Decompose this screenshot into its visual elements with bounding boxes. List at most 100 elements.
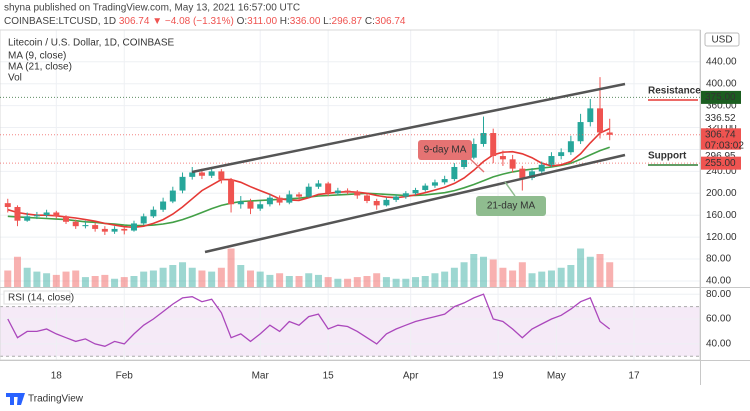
candle-body: [325, 183, 332, 194]
symbol: COINBASE:LTCUSD, 1D: [4, 16, 116, 27]
volume-bar: [111, 278, 119, 287]
legend-entry: MA (21, close): [8, 62, 72, 73]
change: 306.74 ▼ −4.08 (−1.31%): [119, 16, 234, 27]
candle-body: [198, 172, 205, 176]
volume-bar: [353, 277, 361, 287]
currency-box[interactable]: [704, 32, 740, 47]
volume-bar: [528, 273, 536, 287]
volume-bar: [295, 276, 303, 287]
candle-body: [179, 176, 186, 191]
ohlc-value: 336.00: [290, 16, 321, 27]
candle-body: [461, 157, 468, 167]
x-tick-label: 19: [492, 371, 504, 382]
x-tick-label: Feb: [116, 371, 134, 382]
volume-bar: [382, 277, 390, 287]
x-tick-label: Mar: [252, 371, 270, 382]
x-tick-label: 15: [323, 371, 335, 382]
candle-body: [548, 156, 555, 165]
candle-body: [82, 225, 89, 227]
ohlc-label: C:: [365, 16, 375, 27]
rsi-tick-label: 80.00: [706, 289, 731, 300]
currency[interactable]: USD: [711, 35, 732, 46]
candle-body: [160, 201, 167, 210]
candle-body: [189, 172, 196, 177]
volume-bar: [198, 270, 206, 287]
candle-body: [63, 216, 70, 222]
price-label: 255.00: [705, 158, 736, 169]
ohlc-value: 311.00: [247, 16, 277, 27]
volume-bar: [179, 262, 187, 287]
candle-body: [393, 196, 400, 200]
volume-bar: [4, 270, 12, 287]
rsi-band: [0, 306, 700, 357]
candle-body: [344, 190, 351, 192]
volume-bar: [237, 265, 245, 287]
x-tick-label: May: [547, 371, 566, 382]
volume-bar: [547, 270, 555, 287]
volume-bar: [363, 276, 371, 287]
candle-body: [499, 156, 506, 160]
price-label-box: [701, 156, 741, 170]
candle-body: [422, 185, 429, 191]
volume-bar: [567, 265, 575, 287]
candle-body: [567, 141, 574, 153]
y-tick-label: 120.00: [706, 232, 737, 243]
candle-body: [296, 194, 303, 197]
candle-body: [130, 223, 137, 231]
candle-body: [237, 201, 244, 205]
y-tick-label: 360.00: [706, 100, 737, 111]
candle-body: [577, 122, 584, 142]
volume-bar: [489, 259, 497, 287]
candle-body: [266, 197, 273, 205]
volume-bar: [217, 267, 225, 287]
volume-bar: [421, 276, 429, 287]
annotation-box: [476, 196, 546, 216]
volume-bar: [314, 274, 322, 287]
volume-bar: [499, 267, 507, 287]
chart-title: Litecoin / U.S. Dollar, 1D, COINBASE: [8, 38, 175, 49]
ma-line: [7, 127, 611, 229]
y-tick-label: 40.00: [706, 276, 731, 287]
logo-text: TradingView: [28, 394, 84, 405]
legend-entry: MA (9, close): [8, 51, 66, 62]
rsi-legend-box: [3, 290, 71, 305]
volume-bar: [169, 265, 177, 287]
y-tick-label: 200.00: [706, 188, 737, 199]
volume-bar: [450, 267, 458, 287]
labels: 40.0080.00120.00160.00200.00240.00280.00…: [51, 56, 745, 381]
volume-bar: [412, 277, 420, 287]
volume-bar: [479, 256, 487, 287]
volume-bar: [344, 278, 352, 287]
candle-body: [470, 143, 477, 158]
ohlc-label: O:: [237, 16, 248, 27]
annotation: Support: [648, 151, 687, 162]
volume-bar: [188, 267, 196, 287]
volume-bar: [266, 274, 274, 287]
volume-bar: [402, 278, 410, 287]
volume-bar: [43, 273, 51, 287]
volume-bar: [392, 278, 400, 287]
volume-bar: [62, 271, 70, 287]
rsi-line: [7, 293, 611, 347]
candle-body: [72, 221, 79, 227]
volume-bar: [334, 278, 342, 287]
candle-body: [519, 168, 526, 178]
volume-bar: [91, 276, 99, 287]
price-label: 306.74: [705, 129, 736, 140]
candle-body: [305, 186, 312, 197]
annotation-box: [418, 140, 472, 160]
rsi-tick-label: 40.00: [706, 339, 731, 350]
candle-body: [431, 182, 438, 186]
annotation: Resistance: [648, 86, 701, 97]
volume-bar: [256, 271, 264, 287]
candle-body: [286, 194, 293, 203]
candle-body: [490, 133, 497, 157]
volume-bar: [208, 271, 216, 287]
published-line: shyna published on TradingView.com, May …: [4, 3, 300, 14]
candle-body: [412, 190, 419, 194]
candle-body: [451, 166, 458, 180]
volume-bar: [431, 273, 439, 287]
candle-body: [14, 206, 21, 221]
volume-bar: [305, 273, 313, 287]
